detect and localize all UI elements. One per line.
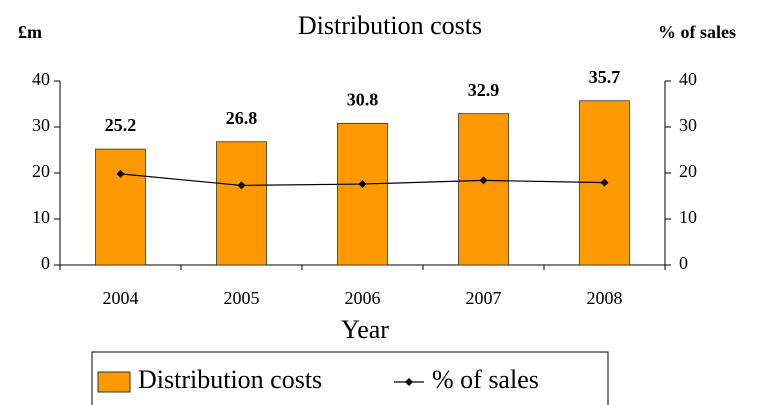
marker [358,180,367,189]
legend-label: % of sales [432,365,539,394]
y-axis-title: £m [18,22,42,42]
y2-tick-label: 20 [679,161,697,181]
y2-tick-label: 30 [679,115,697,135]
value-label: 32.9 [468,80,500,100]
y-tick-label: 40 [32,69,50,89]
y2-axis-title: % of sales [658,22,736,42]
y2-tick-label: 0 [679,253,688,273]
legend-swatch [97,371,131,393]
legend-marker [405,378,413,386]
value-label: 25.2 [105,115,137,135]
x-tick-label: 2005 [224,288,260,308]
legend-box [91,351,609,405]
legend-label: Distribution costs [138,365,322,394]
x-tick-label: 2007 [466,288,502,308]
x-axis-title: Year [341,315,389,344]
bar [216,141,267,266]
y-tick-label: 20 [32,161,50,181]
value-label: 30.8 [347,89,379,109]
x-tick-label: 2006 [345,288,381,308]
y-tick-label: 0 [41,253,50,273]
bar [337,122,388,266]
marker [479,176,488,185]
value-label: 35.7 [589,67,621,87]
marker [600,178,609,187]
y-tick-label: 30 [32,115,50,135]
x-tick-label: 2004 [103,288,139,308]
bar [458,113,509,266]
value-label: 26.8 [226,108,258,128]
y2-tick-label: 10 [679,207,697,227]
bar [95,148,146,266]
marker [237,181,246,190]
x-tick-label: 2008 [587,288,623,308]
chart-title: Distribution costs [298,11,482,40]
y2-tick-label: 40 [679,69,697,89]
marker [116,169,125,178]
y-tick-label: 10 [32,207,50,227]
